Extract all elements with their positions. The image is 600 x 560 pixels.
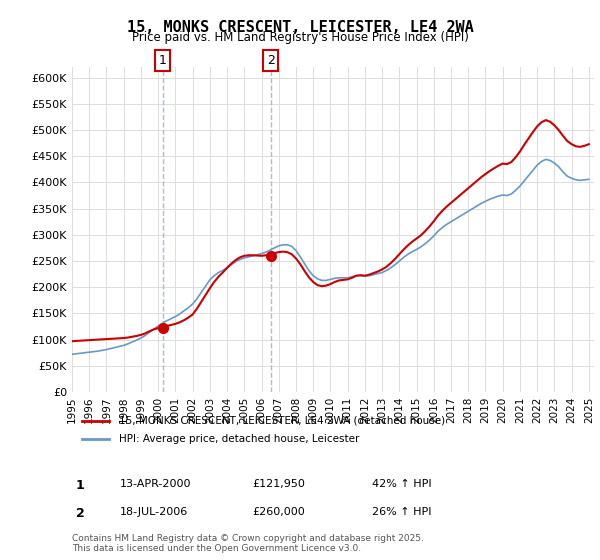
Text: 1: 1 — [76, 479, 85, 492]
Text: 15, MONKS CRESCENT, LEICESTER, LE4 2WA (detached house): 15, MONKS CRESCENT, LEICESTER, LE4 2WA (… — [119, 416, 445, 426]
Text: Contains HM Land Registry data © Crown copyright and database right 2025.
This d: Contains HM Land Registry data © Crown c… — [72, 534, 424, 553]
Text: 2: 2 — [267, 54, 275, 67]
Text: £260,000: £260,000 — [252, 507, 305, 517]
Text: £121,950: £121,950 — [252, 479, 305, 489]
Text: Price paid vs. HM Land Registry's House Price Index (HPI): Price paid vs. HM Land Registry's House … — [131, 31, 469, 44]
Text: 2: 2 — [76, 507, 85, 520]
Text: HPI: Average price, detached house, Leicester: HPI: Average price, detached house, Leic… — [119, 434, 359, 444]
Text: 15, MONKS CRESCENT, LEICESTER, LE4 2WA: 15, MONKS CRESCENT, LEICESTER, LE4 2WA — [127, 20, 473, 35]
Text: 42% ↑ HPI: 42% ↑ HPI — [372, 479, 431, 489]
Text: 26% ↑ HPI: 26% ↑ HPI — [372, 507, 431, 517]
Text: 1: 1 — [159, 54, 167, 67]
Text: 18-JUL-2006: 18-JUL-2006 — [120, 507, 188, 517]
Text: 13-APR-2000: 13-APR-2000 — [120, 479, 191, 489]
